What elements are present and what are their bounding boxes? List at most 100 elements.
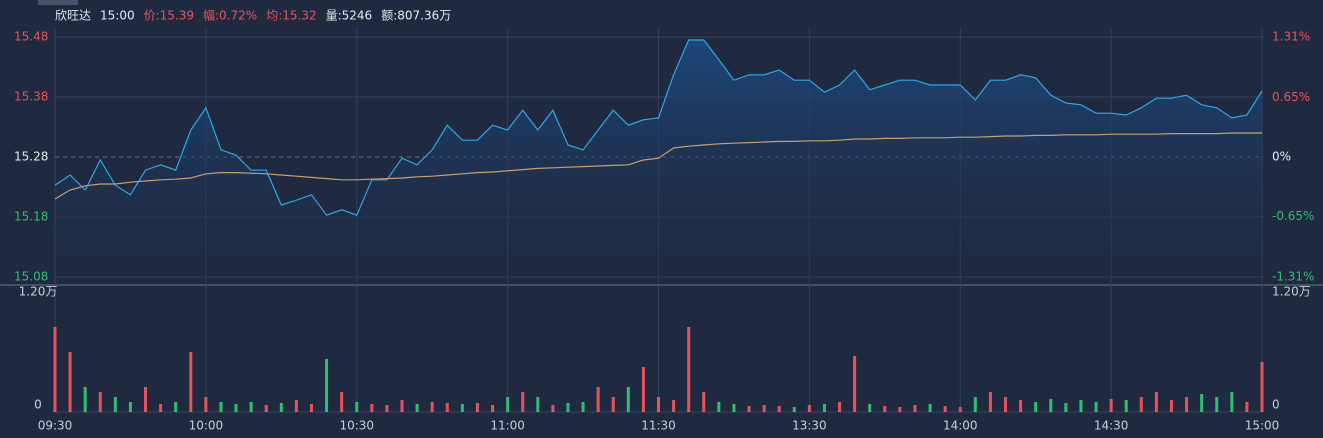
- header-item: 15:00: [100, 9, 135, 23]
- volume-bar: [355, 402, 359, 412]
- volume-bar: [1094, 402, 1098, 412]
- volume-bar: [868, 404, 872, 412]
- volume-bar: [385, 405, 389, 412]
- volume-bar: [943, 406, 947, 412]
- volume-bar: [279, 403, 283, 412]
- volume-bar: [506, 397, 510, 412]
- volume-bar: [400, 400, 404, 412]
- x-tick-label: 14:30: [1094, 419, 1129, 433]
- volume-tick-label: 1.20万: [19, 285, 58, 299]
- volume-bar: [566, 403, 570, 412]
- y2-tick-label: 0.65%: [1272, 90, 1310, 104]
- volume-bar: [491, 405, 495, 412]
- volume-bar: [113, 397, 117, 412]
- volume-bar: [641, 367, 645, 412]
- volume-bar: [1019, 400, 1023, 412]
- volume-bar: [913, 405, 917, 412]
- volume-bar: [174, 402, 178, 412]
- volume-bar: [717, 402, 721, 412]
- volume-bar: [838, 402, 842, 412]
- volume-bar: [1200, 394, 1204, 412]
- volume-bar: [249, 402, 253, 412]
- average-line: [54, 132, 1262, 200]
- y2-tick-label: 0%: [1272, 150, 1291, 164]
- volume-bar: [657, 397, 660, 412]
- y-tick-label: 15.28: [14, 150, 48, 164]
- volume-tick-label: 0: [1272, 398, 1280, 412]
- header-item: 量:5246: [326, 9, 373, 23]
- volume-bar: [626, 387, 630, 412]
- volume-bar: [521, 392, 525, 412]
- volume-bar: [1049, 399, 1053, 412]
- volume-bar: [928, 404, 932, 412]
- x-tick-label: 09:30: [38, 419, 73, 433]
- volume-bar: [988, 392, 992, 412]
- header-item: 幅:0.72%: [203, 8, 257, 23]
- volume-bar: [536, 397, 540, 412]
- volume-bar: [1215, 397, 1219, 412]
- volume-bar: [325, 359, 329, 412]
- volume-bar: [596, 387, 600, 412]
- volume-bar: [1139, 397, 1143, 412]
- volume-bar: [777, 406, 781, 412]
- volume-bar: [551, 405, 555, 412]
- y-tick-label: 15.48: [14, 30, 48, 44]
- y2-tick-label: 1.31%: [1272, 30, 1310, 44]
- volume-bar: [445, 403, 449, 412]
- volume-bar: [1245, 402, 1249, 412]
- volume-bar: [973, 397, 977, 412]
- volume-bar: [340, 392, 344, 412]
- volume-bar: [1154, 392, 1158, 412]
- volume-bar: [98, 392, 102, 412]
- volume-bar: [1230, 392, 1234, 412]
- volume-bar: [1169, 400, 1173, 412]
- volume-bar: [807, 405, 811, 412]
- x-tick-label: 13:30: [792, 419, 827, 433]
- volume-bar: [144, 387, 148, 412]
- volume-bar: [1124, 400, 1128, 412]
- y-tick-label: 15.18: [14, 210, 48, 224]
- volume-bar: [883, 406, 887, 412]
- volume-bar: [1079, 400, 1083, 412]
- volume-bar: [898, 407, 902, 412]
- header-item: 均:15.32: [266, 9, 316, 23]
- volume-bar: [475, 403, 479, 412]
- tab-marker: [38, 0, 78, 5]
- volume-bar: [1260, 362, 1264, 412]
- volume-bar: [309, 404, 313, 412]
- x-tick-label: 11:00: [490, 419, 525, 433]
- volume-bar: [1185, 397, 1189, 412]
- header-item: 欣旺达: [55, 9, 91, 23]
- x-tick-label: 14:00: [943, 419, 978, 433]
- volume-tick-label: 0: [34, 398, 42, 412]
- header-item: 价:15.39: [144, 9, 194, 23]
- volume-bar: [958, 407, 962, 412]
- volume-bar: [460, 404, 464, 412]
- volume-bar: [370, 404, 374, 412]
- price-line: [54, 39, 1263, 216]
- y-tick-label: 15.08: [14, 270, 48, 284]
- volume-bar: [68, 352, 72, 412]
- y-tick-label: 15.38: [14, 90, 48, 104]
- volume-bar: [204, 397, 208, 412]
- x-tick-label: 10:30: [339, 419, 374, 433]
- x-tick-label: 15:00: [1245, 419, 1280, 433]
- header-item: 额:807.36万: [381, 9, 451, 23]
- volume-bar: [53, 327, 57, 412]
- x-tick-label: 10:00: [189, 419, 224, 433]
- x-tick-label: 11:30: [641, 419, 676, 433]
- volume-bar: [732, 404, 736, 412]
- volume-bar: [415, 404, 419, 412]
- volume-bar: [792, 407, 796, 412]
- volume-bar: [189, 352, 193, 412]
- volume-bar: [1109, 399, 1113, 412]
- volume-bar: [1004, 397, 1008, 412]
- volume-bar: [1064, 403, 1068, 412]
- volume-bar: [219, 402, 223, 412]
- volume-tick-label: 1.20万: [1272, 285, 1311, 299]
- volume-bar: [822, 404, 826, 412]
- volume-bar: [1034, 402, 1038, 412]
- volume-bar: [853, 356, 857, 412]
- volume-bar: [430, 402, 434, 412]
